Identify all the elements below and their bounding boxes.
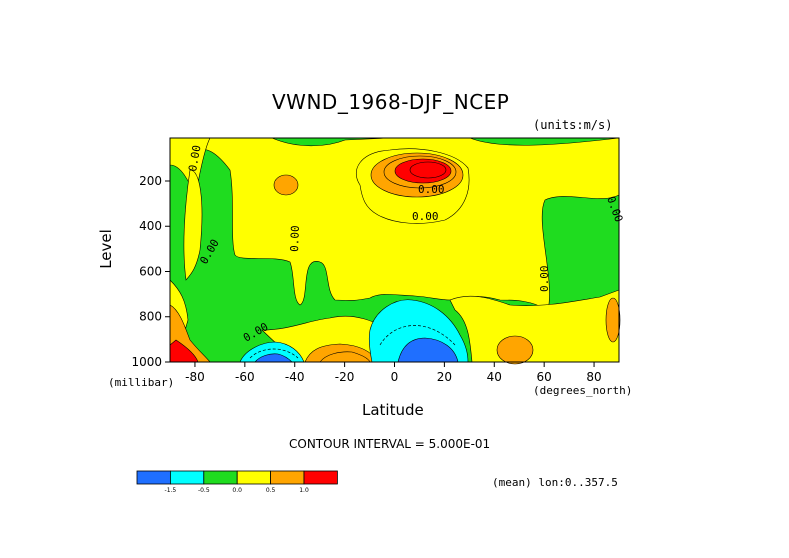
contour-field <box>169 137 621 365</box>
units-note: (units:m/s) <box>533 118 613 132</box>
patch-orange <box>273 174 299 196</box>
legend-tick-label: 0.0 <box>232 487 242 494</box>
negative-contour-line <box>379 325 456 346</box>
region-positive-0 <box>449 289 620 363</box>
contour-interval-note: CONTOUR INTERVAL = 5.000E-01 <box>289 437 491 451</box>
y-tick-label: 200 <box>139 174 162 188</box>
chart-title: VWND_1968-DJF_NCEP <box>272 90 510 114</box>
y-axis-unit: (millibar) <box>108 376 175 389</box>
x-tick-label: 60 <box>537 370 552 384</box>
chart-marks: 0.000.00 0.000.000.000.000.000.00-80 -60 -4… <box>131 137 625 494</box>
x-tick-label: -60 <box>235 370 255 384</box>
y-tick-label: 600 <box>139 264 162 278</box>
y-axis-label: Level <box>96 229 115 269</box>
contour-label: 0.00 <box>538 266 551 293</box>
x-tick-label: -80 <box>185 370 205 384</box>
y-tick-label: 800 <box>139 310 162 324</box>
x-tick-label: -40 <box>285 370 305 384</box>
x-tick-label: 80 <box>586 370 601 384</box>
legend-swatch <box>270 470 305 485</box>
legend-tick-label: -1.5 <box>165 487 177 494</box>
x-tick-label: -20 <box>335 370 355 384</box>
negative-cyan-region <box>239 341 305 363</box>
legend-swatch <box>203 470 238 485</box>
negative-blue-core <box>397 337 459 363</box>
legend-swatch <box>136 470 171 485</box>
x-tick-label: 40 <box>487 370 502 384</box>
y-tick-label: 400 <box>139 219 162 233</box>
legend-tick-label: 1.0 <box>299 487 309 494</box>
legend-swatch <box>236 470 271 485</box>
patch-orange <box>496 335 534 365</box>
legend-tick-label: -0.5 <box>198 487 210 494</box>
mean-longitude-note: (mean) lon:0..357.5 <box>492 476 618 489</box>
region-positive-0 <box>183 169 203 281</box>
jet-red-inner-core <box>409 161 447 179</box>
negative-contour-line <box>249 348 299 359</box>
patch-orange-low <box>319 351 371 363</box>
x-tick-label: 20 <box>437 370 452 384</box>
patch-orange <box>605 297 621 343</box>
contour-label: 0.00 <box>412 210 439 223</box>
negative-blue-core <box>254 353 293 363</box>
x-axis-label: Latitude <box>362 401 424 419</box>
legend-tick-label: 0.5 <box>266 487 276 494</box>
x-axis-unit: (degrees_north) <box>533 384 633 397</box>
legend-swatch <box>169 470 205 485</box>
contour-label: 0.00 <box>418 183 445 196</box>
contour-label: 0.00 <box>288 225 302 252</box>
x-tick-label: 0 <box>391 370 399 384</box>
contour-label: 0.00 <box>186 144 203 172</box>
y-tick-label: 1000 <box>131 355 162 369</box>
legend-swatch <box>303 470 338 485</box>
